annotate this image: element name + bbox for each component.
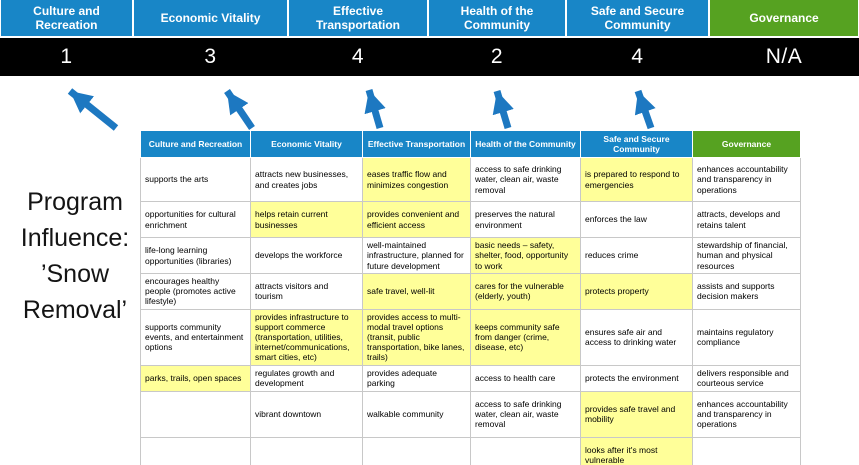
score-governance: N/A (765, 45, 803, 68)
score-health-community: 2 (490, 45, 504, 68)
pillar-header-culture-recreation: Culture and Recreation (1, 0, 132, 36)
matrix-cell: access to safe drinking water, clean air… (470, 390, 581, 438)
matrix-header-economic-vitality: Economic Vitality (250, 130, 363, 158)
matrix-cell: ensures safe air and access to drinking … (580, 308, 693, 366)
matrix-header-health-community: Health of the Community (470, 130, 581, 158)
matrix-cell: opportunities for cultural enrichment (140, 201, 251, 238)
matrix-row: life-long learning opportunities (librar… (140, 237, 801, 274)
matrix-cell: attracts new businesses, and creates job… (250, 157, 363, 202)
matrix-cell: attracts visitors and tourism (250, 273, 363, 310)
matrix-cell: maintains regulatory compliance (692, 308, 801, 366)
matrix-cell: safe travel, well-lit (362, 273, 471, 310)
matrix-cell (692, 436, 801, 465)
influence-arrows (67, 88, 656, 131)
matrix-cell: basic needs – safety, shelter, food, opp… (470, 237, 581, 274)
score-effective-transportation: 4 (351, 45, 365, 68)
matrix-cell: life-long learning opportunities (librar… (140, 237, 251, 274)
matrix-cell: reduces crime (580, 237, 693, 274)
pillar-header-row: Culture and Recreation Economic Vitality… (0, 0, 859, 36)
matrix-cell: protects the environment (580, 364, 693, 392)
up-arrow-icon (364, 89, 386, 129)
matrix-row: encourages healthy people (promotes acti… (140, 273, 801, 310)
matrix-row: vibrant downtown walkable community acce… (140, 390, 801, 438)
pillar-header-effective-transportation: Effective Transportation (289, 0, 427, 36)
matrix-header-governance: Governance (692, 130, 801, 158)
pillar-header-health-community: Health of the Community (429, 0, 565, 36)
pillar-score-row: 1 3 4 2 4 N/A (0, 38, 859, 76)
up-arrow-icon (224, 89, 255, 130)
matrix-header-safe-secure: Safe and Secure Community (580, 130, 693, 158)
matrix-cell: well-maintained infrastructure, planned … (362, 237, 471, 274)
matrix-cell: enhances accountability and transparency… (692, 157, 801, 202)
matrix-row: supports community events, and entertain… (140, 308, 801, 366)
matrix-cell: looks after it's most vulnerable (580, 436, 693, 465)
matrix-cell: provides infrastructure to support comme… (250, 308, 363, 366)
matrix-cell: enforces the law (580, 201, 693, 238)
matrix-cell: protects property (580, 273, 693, 310)
matrix-cell: access to safe drinking water, clean air… (470, 157, 581, 202)
matrix-cell (250, 436, 363, 465)
matrix-cell: enhances accountability and transparency… (692, 390, 801, 438)
matrix-row: opportunities for cultural enrichment he… (140, 201, 801, 238)
matrix-cell: delivers responsible and courteous servi… (692, 364, 801, 392)
matrix-cell (362, 436, 471, 465)
matrix-cell: cares for the vulnerable (elderly, youth… (470, 273, 581, 310)
matrix-cell (470, 436, 581, 465)
matrix-cell: provides convenient and efficient access (362, 201, 471, 238)
influence-matrix-table: Culture and Recreation Economic Vitality… (140, 130, 801, 465)
matrix-header-culture-recreation: Culture and Recreation (140, 130, 251, 158)
matrix-cell: stewardship of financial, human and phys… (692, 237, 801, 274)
matrix-cell: supports community events, and entertain… (140, 308, 251, 366)
matrix-cell: develops the workforce (250, 237, 363, 274)
matrix-cell: regulates growth and development (250, 364, 363, 392)
score-culture-recreation: 1 (60, 45, 73, 68)
matrix-cell (140, 390, 251, 438)
matrix-cell: provides adequate parking (362, 364, 471, 392)
matrix-cell: supports the arts (140, 157, 251, 202)
matrix-cell: attracts, develops and retains talent (692, 201, 801, 238)
pillar-header-economic-vitality: Economic Vitality (134, 0, 287, 36)
matrix-cell: access to health care (470, 364, 581, 392)
matrix-header-effective-transportation: Effective Transportation (362, 130, 471, 158)
matrix-row: looks after it's most vulnerable (140, 436, 801, 465)
matrix-cell: parks, trails, open spaces (140, 364, 251, 392)
matrix-cell: provides safe travel and mobility (580, 390, 693, 438)
matrix-row: parks, trails, open spaces regulates gro… (140, 364, 801, 392)
matrix-cell: preserves the natural environment (470, 201, 581, 238)
matrix-cell: encourages healthy people (promotes acti… (140, 273, 251, 310)
matrix-cell: helps retain current businesses (250, 201, 363, 238)
matrix-cell: eases traffic flow and minimizes congest… (362, 157, 471, 202)
pillar-header-governance: Governance (710, 0, 858, 36)
matrix-row: supports the arts attracts new businesse… (140, 157, 801, 202)
matrix-cell: provides access to multi-modal travel op… (362, 308, 471, 366)
up-arrow-icon (492, 90, 514, 129)
score-economic-vitality: 3 (204, 45, 217, 68)
matrix-cell: assists and supports decision makers (692, 273, 801, 310)
slide-title: Program Influence: ’Snow Removal’ (20, 188, 130, 324)
matrix-cell: vibrant downtown (250, 390, 363, 438)
matrix-cell: keeps community safe from danger (crime,… (470, 308, 581, 366)
score-safe-secure: 4 (631, 45, 644, 68)
matrix-cell (140, 436, 251, 465)
matrix-cell: walkable community (362, 390, 471, 438)
pillar-header-safe-secure: Safe and Secure Community (567, 0, 708, 36)
up-arrow-icon (634, 89, 656, 130)
matrix-cell: is prepared to respond to emergencies (580, 157, 693, 202)
up-arrow-icon (67, 88, 119, 131)
matrix-header-row: Culture and Recreation Economic Vitality… (140, 130, 801, 158)
